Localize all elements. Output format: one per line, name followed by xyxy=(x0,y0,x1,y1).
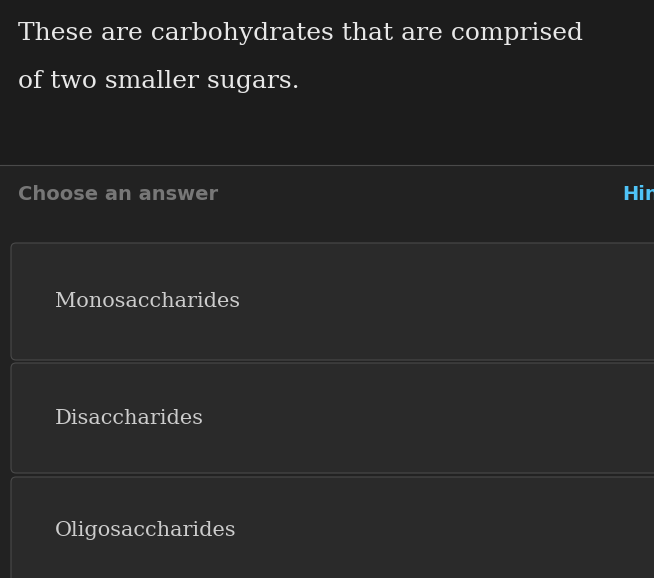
Bar xyxy=(0,165,654,578)
FancyBboxPatch shape xyxy=(11,363,654,473)
Text: Choose an answer: Choose an answer xyxy=(18,185,218,204)
Bar xyxy=(0,0,654,165)
Text: Disaccharides: Disaccharides xyxy=(55,409,204,428)
Text: Hin: Hin xyxy=(622,185,654,204)
FancyBboxPatch shape xyxy=(11,243,654,360)
FancyBboxPatch shape xyxy=(11,477,654,578)
Text: of two smaller sugars.: of two smaller sugars. xyxy=(18,70,300,93)
Text: Oligosaccharides: Oligosaccharides xyxy=(55,521,237,539)
Text: These are carbohydrates that are comprised: These are carbohydrates that are compris… xyxy=(18,22,583,45)
Text: Monosaccharides: Monosaccharides xyxy=(55,292,240,311)
